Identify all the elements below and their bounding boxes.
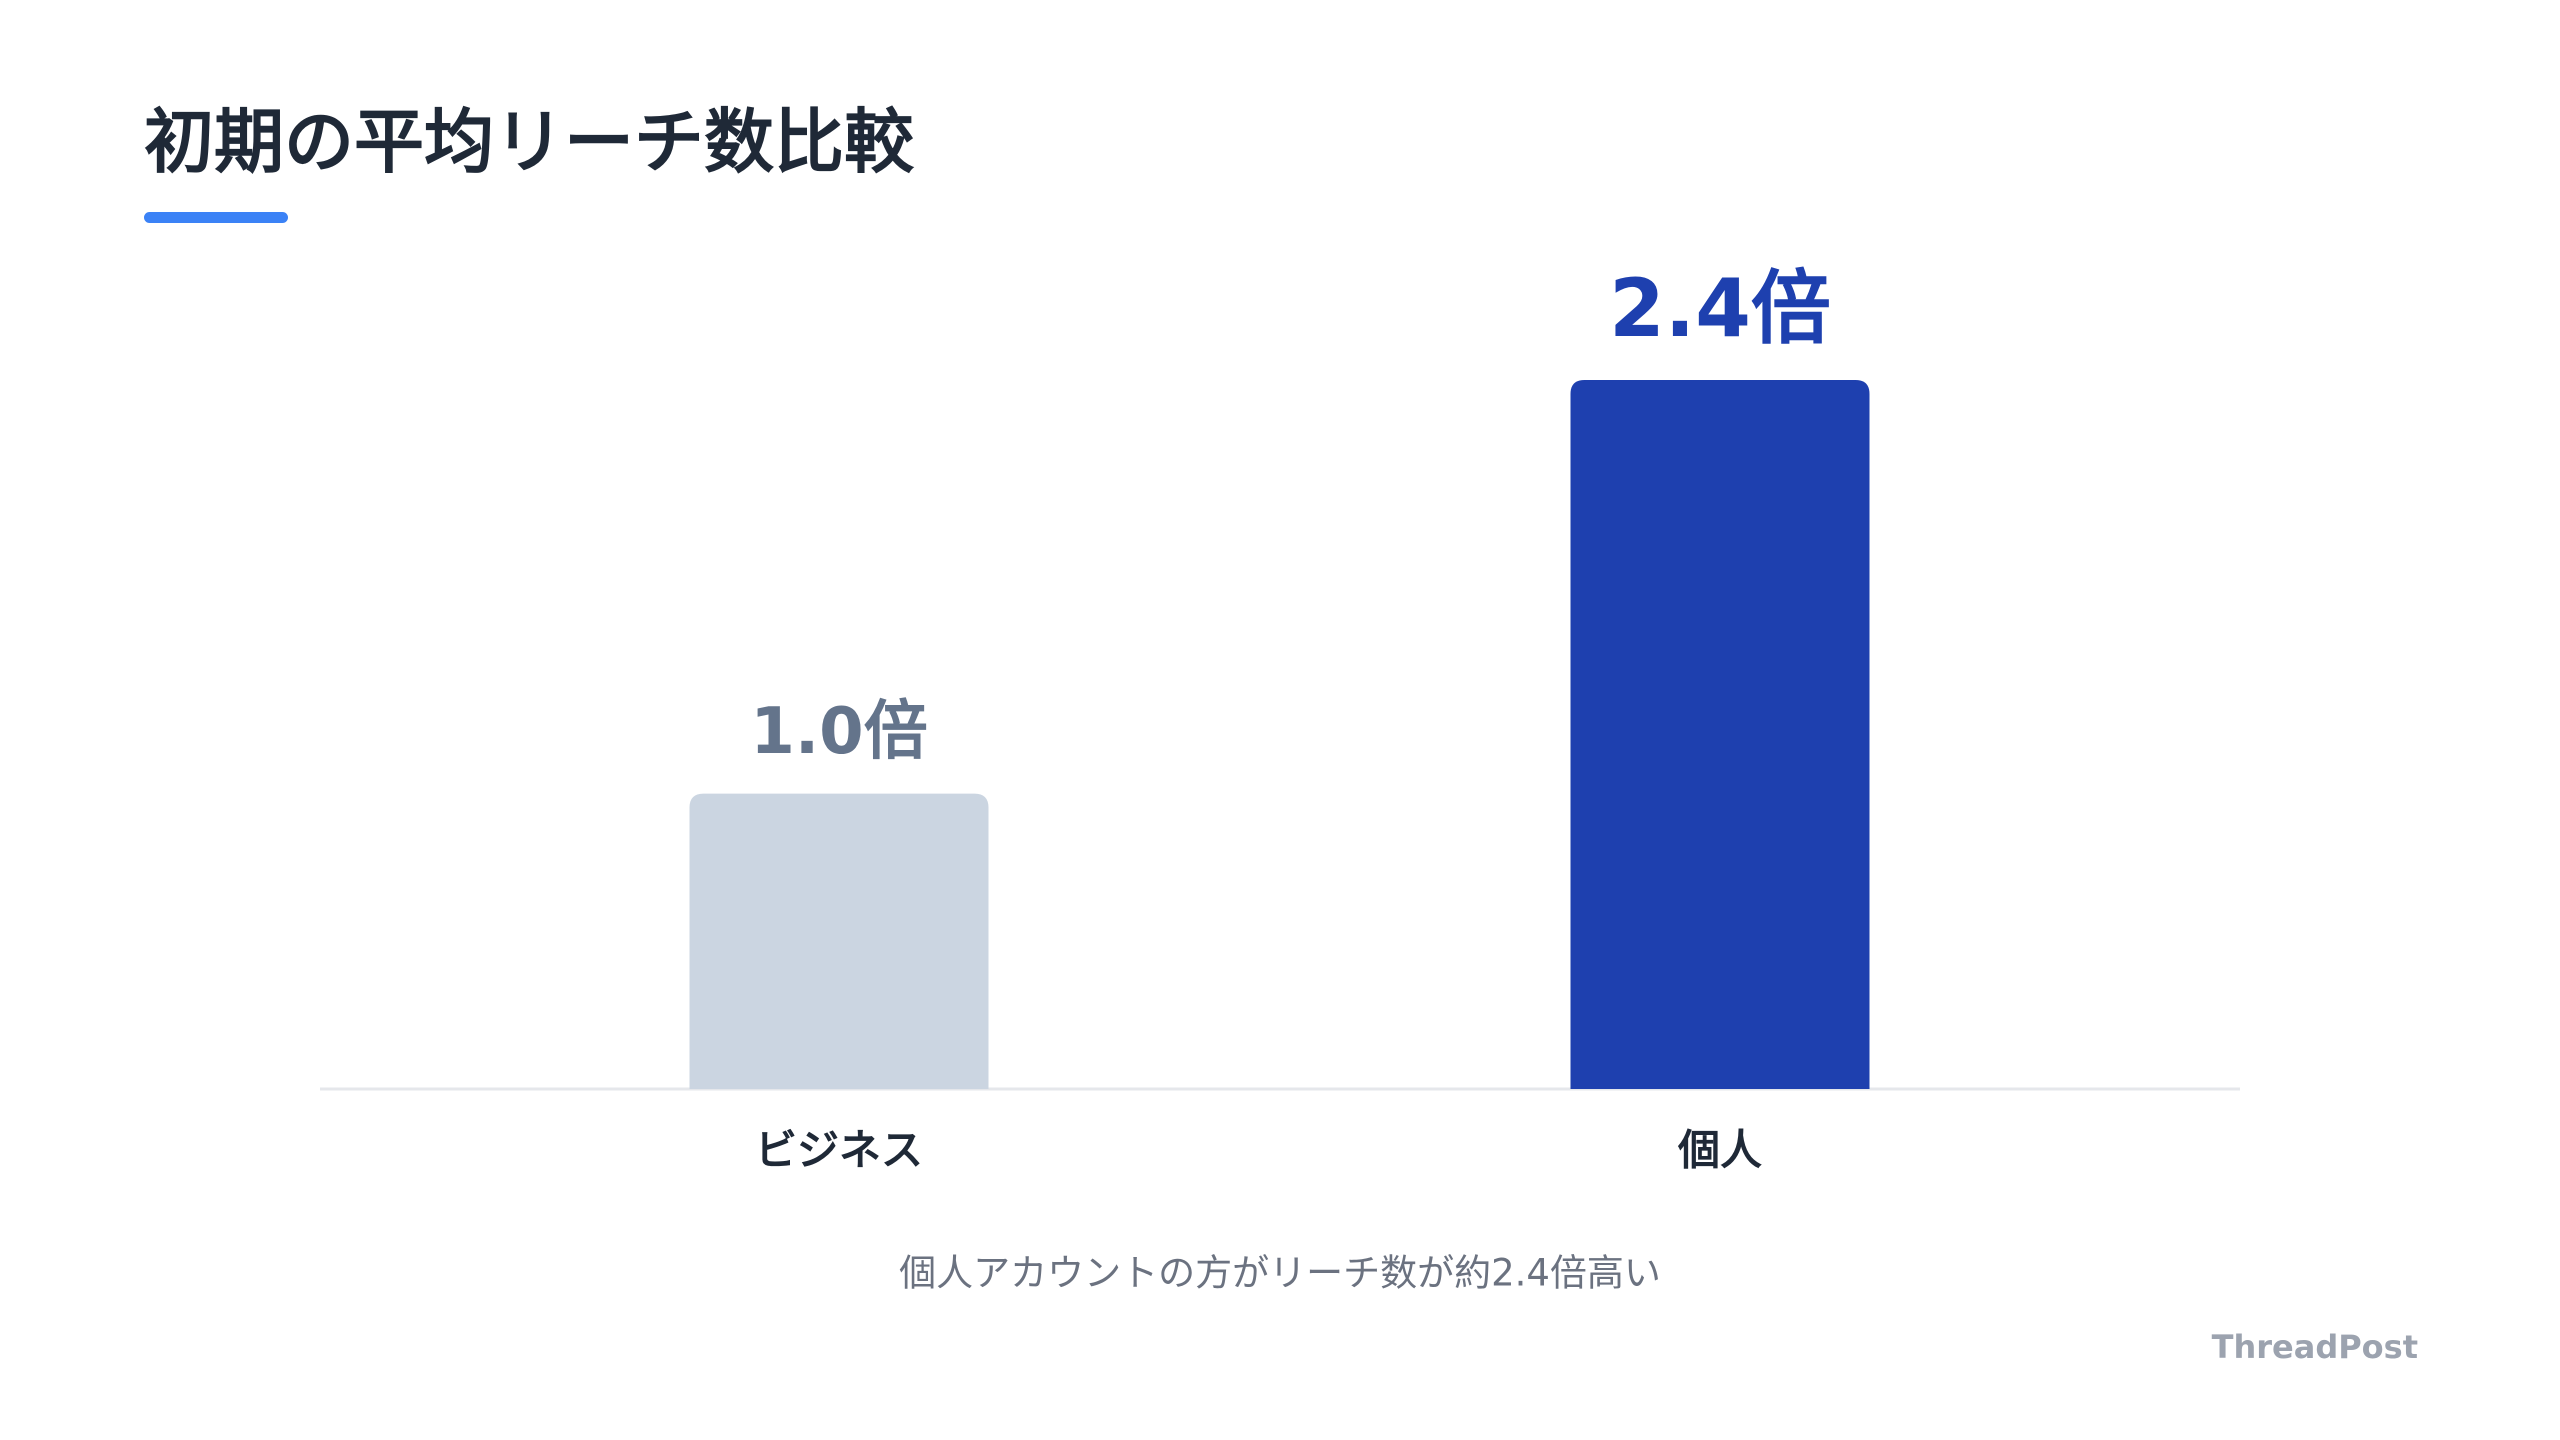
x-tick-label: ビジネス (755, 1126, 923, 1175)
value-label: 2.4倍 (1609, 262, 1831, 355)
x-tick-label: 個人 (1677, 1126, 1762, 1175)
bar (689, 793, 989, 1089)
bar (1570, 380, 1870, 1089)
value-label: 1.0倍 (750, 695, 927, 769)
title-underline (144, 212, 288, 223)
watermark: ThreadPost (2212, 1328, 2418, 1366)
chart-title: 初期の平均リーチ数比較 (144, 101, 915, 183)
caption: 個人アカウントの方がリーチ数が約2.4倍高い (899, 1252, 1661, 1295)
